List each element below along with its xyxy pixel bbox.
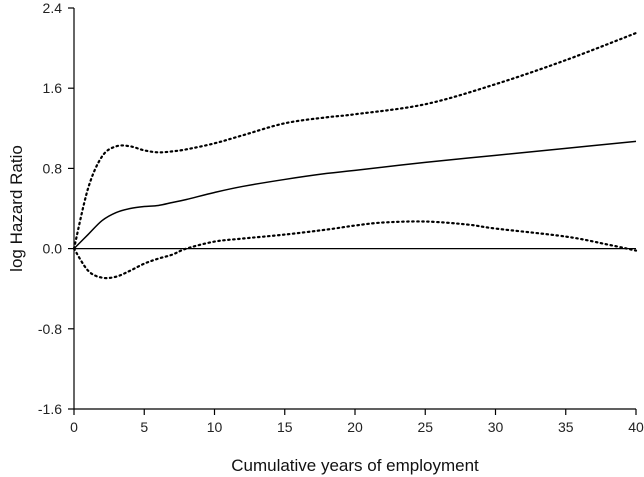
lower-confidence-line — [72, 220, 638, 280]
x-tick-label: 20 — [347, 419, 363, 435]
x-tick-label: 30 — [488, 419, 504, 435]
x-tick-label: 10 — [207, 419, 223, 435]
y-tick-label: -1.6 — [38, 401, 62, 417]
y-tick-label: -0.8 — [38, 321, 62, 337]
x-tick-label: 5 — [140, 419, 148, 435]
y-tick-label: 0.0 — [43, 241, 63, 257]
axes — [68, 7, 637, 415]
upper-confidence-line — [72, 31, 638, 250]
y-tick-label: 1.6 — [43, 80, 63, 96]
y-axis-label: log Hazard Ratio — [7, 145, 26, 272]
x-tick-label: 15 — [277, 419, 293, 435]
y-tick-label: 2.4 — [43, 0, 63, 16]
tick-labels: -1.6 -0.8 0.0 0.8 1.6 2.4 0 5 10 15 20 25 30 35 40 — [38, 0, 644, 435]
y-tick-label: 0.8 — [43, 160, 63, 176]
x-tick-label: 35 — [558, 419, 574, 435]
x-tick-label: 0 — [70, 419, 78, 435]
x-tick-label: 25 — [417, 419, 433, 435]
x-tick-label: 40 — [628, 419, 644, 435]
series-group — [72, 31, 638, 280]
estimate-line — [73, 140, 637, 250]
x-axis-label: Cumulative years of employment — [231, 456, 479, 475]
